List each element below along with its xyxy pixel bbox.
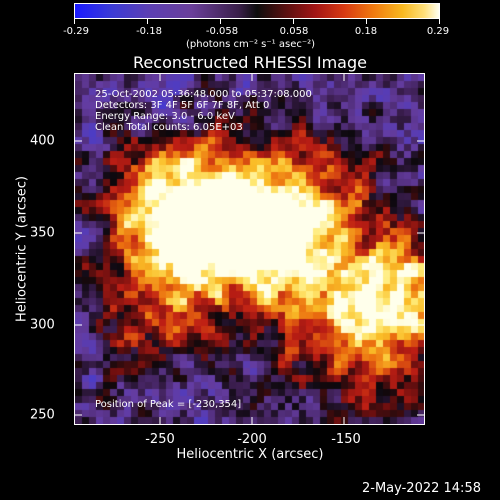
footer-timestamp: 2-May-2022 14:58 [362, 481, 481, 496]
colorbar-tick [74, 19, 75, 24]
colorbar-tick-label: 0.18 [354, 26, 378, 37]
colorbar-tick-label: 0.058 [279, 26, 309, 37]
colorbar-tick [439, 19, 440, 24]
x-tick-label: -250 [145, 432, 175, 447]
y-tick-label: 300 [30, 317, 55, 333]
y-tick-label: 250 [30, 407, 55, 423]
colorbar [74, 3, 440, 19]
colorbar-tick-label: -0.29 [63, 26, 89, 37]
annotation-clean-counts: Clean Total counts: 6.05E+03 [95, 122, 243, 133]
rhessi-image-plot: 25-Oct-2002 05:36:48.000 to 05:37:08.000… [74, 73, 425, 425]
x-tick-label: -200 [237, 432, 267, 447]
annotation-detectors: Detectors: 3F 4F 5F 6F 7F 8F, Att 0 [95, 100, 270, 111]
plot-title: Reconstructed RHESSI Image [133, 53, 367, 72]
x-tick-label: -150 [331, 432, 361, 447]
colorbar-tick [366, 19, 367, 24]
colorbar-tick [220, 19, 221, 24]
colorbar-tick-label: -0.058 [205, 26, 239, 37]
rhessi-image [75, 74, 424, 424]
annotation-time-range: 25-Oct-2002 05:36:48.000 to 05:37:08.000 [95, 89, 312, 100]
annotation-peak-position: Position of Peak = [-230,354] [95, 399, 242, 410]
colorbar-tick-label: -0.18 [136, 26, 162, 37]
colorbar-tick-label: 0.29 [426, 26, 450, 37]
colorbar-tick [147, 19, 148, 24]
colorbar-unit-label: (photons cm⁻² s⁻¹ asec⁻²) [186, 39, 316, 50]
x-axis-label: Heliocentric X (arcsec) [176, 447, 324, 462]
y-tick-label: 400 [30, 133, 55, 149]
y-axis-label: Heliocentric Y (arcsec) [14, 176, 30, 322]
colorbar-tick [293, 19, 294, 24]
annotation-energy-range: Energy Range: 3.0 - 6.0 keV [95, 111, 235, 122]
y-tick-label: 350 [30, 225, 55, 241]
